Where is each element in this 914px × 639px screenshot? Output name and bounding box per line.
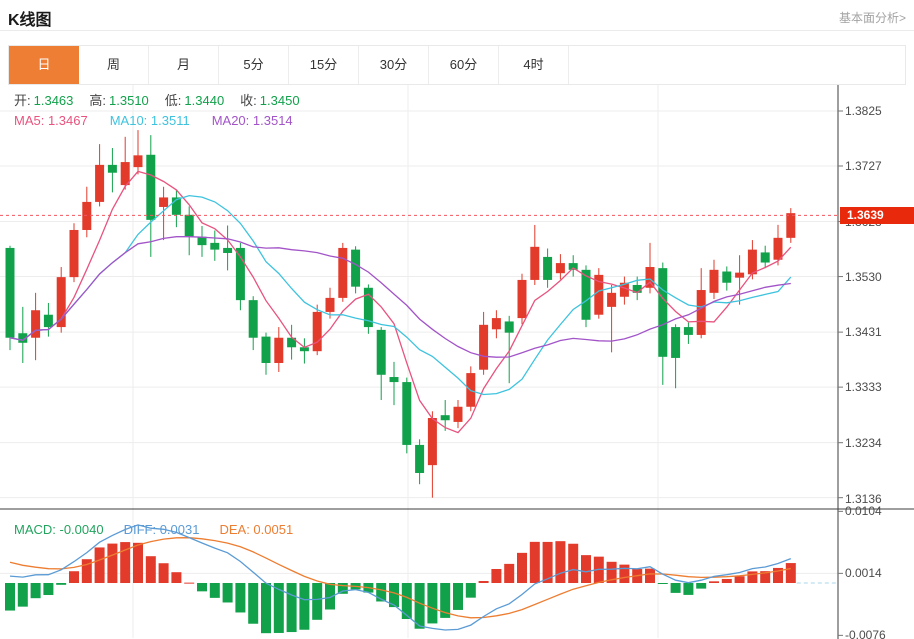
tab-day[interactable]: 日 — [9, 46, 79, 84]
y-axis-label: 1.3727 — [845, 159, 882, 173]
y-axis-label: 1.3431 — [845, 325, 882, 339]
y-axis-label: 1.3530 — [845, 270, 882, 284]
close-label: 收: — [240, 93, 257, 108]
tab-week[interactable]: 周 — [79, 46, 149, 84]
ma10-readout: MA10: 1.3511 — [109, 113, 190, 128]
diff-readout: DIFF: 0.0031 — [123, 522, 200, 537]
low-value: 1.3440 — [184, 93, 225, 108]
tab-month[interactable]: 月 — [149, 46, 219, 84]
ma5-readout: MA5: 1.3467 — [14, 113, 88, 128]
ma20-readout: MA20: 1.3514 — [211, 113, 293, 128]
close-value: 1.3450 — [259, 93, 300, 108]
macd-legend: MACD: -0.0040 DIFF: 0.0031 DEA: 0.0051 — [14, 522, 313, 537]
kline-chart-canvas[interactable] — [0, 85, 914, 639]
tab-60min[interactable]: 60分 — [429, 46, 499, 84]
header-divider — [0, 30, 914, 31]
kline-chart: 开: 1.3463 高: 1.3510 低: 1.3440 收: 1.3450 MA5: 1.… — [0, 85, 914, 639]
tab-4hour[interactable]: 4时 — [499, 46, 569, 84]
tab-30min[interactable]: 30分 — [359, 46, 429, 84]
tab-15min[interactable]: 15分 — [289, 46, 359, 84]
open-value: 1.3463 — [33, 93, 74, 108]
macd-axis-label: -0.0076 — [845, 628, 886, 639]
macd-axis-label: 0.0014 — [845, 566, 882, 580]
y-axis-label: 1.3333 — [845, 380, 882, 394]
ma-legend: MA5: 1.3467 MA10: 1.3511 MA20: 1.3514 — [14, 113, 315, 128]
low-label: 低: — [164, 93, 182, 108]
ohlc-legend: 开: 1.3463 高: 1.3510 低: 1.3440 收: 1.3450 — [14, 90, 316, 109]
period-tab-bar: 日 周 月 5分 15分 30分 60分 4时 — [8, 45, 906, 85]
y-axis-label: 1.3234 — [845, 436, 882, 450]
y-axis-label: 1.3136 — [845, 492, 882, 506]
fundamental-analysis-link[interactable]: 基本面分析> — [838, 11, 906, 25]
current-price-tag: 1.3639 — [840, 207, 914, 224]
tab-5min[interactable]: 5分 — [219, 46, 289, 84]
high-value: 1.3510 — [109, 93, 149, 108]
dea-readout: DEA: 0.0051 — [219, 522, 294, 537]
high-label: 高: — [89, 93, 107, 108]
page-title: K线图 — [8, 12, 52, 29]
macd-axis-label: 0.0104 — [845, 504, 882, 518]
macd-readout: MACD: -0.0040 — [14, 522, 104, 537]
open-label: 开: — [14, 93, 31, 108]
y-axis-label: 1.3825 — [845, 104, 882, 118]
